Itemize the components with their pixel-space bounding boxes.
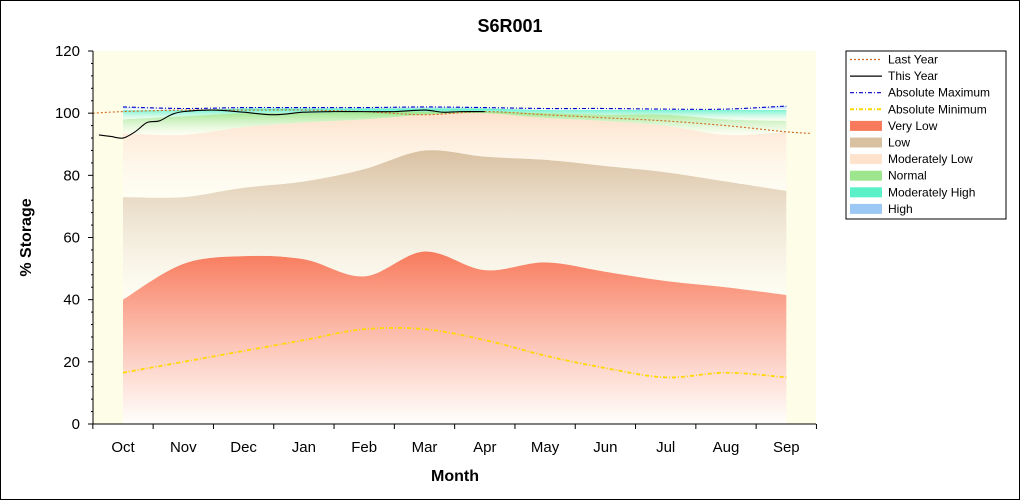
axes: 0 20 40 60 80 100 120 Oct Nov Dec Jan Feb Mar Apr May J…	[55, 43, 817, 456]
legend-swatch	[850, 170, 882, 181]
legend-item-last-year: Last Year	[850, 53, 938, 67]
legend-item-this-year: This Year	[850, 69, 938, 83]
x-tick-label: Sep	[773, 439, 800, 456]
y-tick-label: 120	[55, 43, 80, 60]
band-moderately-low	[123, 113, 787, 198]
legend-label: Absolute Maximum	[888, 86, 990, 100]
line-this-year	[98, 109, 485, 139]
band-low	[123, 150, 787, 300]
x-tick-label: Nov	[170, 439, 197, 456]
line-absolute-minimum	[122, 326, 787, 379]
x-tick-label: Jan	[292, 439, 316, 456]
legend-swatch	[850, 137, 882, 148]
y-tick-label: 80	[63, 167, 80, 184]
legend-swatch	[850, 187, 882, 198]
x-axis-title: Month	[431, 468, 479, 485]
x-tick-label: Aug	[713, 439, 740, 456]
band-very-low	[123, 251, 787, 424]
legend-item-normal: Normal	[850, 169, 927, 183]
legend-label: Low	[888, 136, 910, 150]
y-tick-label: 100	[55, 105, 80, 122]
legend-label: Moderately High	[888, 185, 975, 199]
x-tick-label: Apr	[473, 439, 496, 456]
x-tick-label: Feb	[351, 439, 377, 456]
line-last-year	[92, 109, 811, 134]
storage-bands	[123, 106, 787, 424]
legend-item-moderately-high: Moderately High	[850, 185, 975, 199]
x-tick-label: Dec	[230, 439, 257, 456]
x-tick-label: Jun	[593, 439, 617, 456]
legend-item-absolute-minimum: Absolute Minimum	[850, 102, 987, 116]
legend-item-moderately-low: Moderately Low	[850, 152, 973, 166]
legend-label: This Year	[888, 69, 938, 83]
legend-label: Moderately Low	[888, 152, 973, 166]
legend-item-high: High	[850, 202, 913, 216]
legend-swatch	[850, 203, 882, 214]
x-tick-label: Mar	[412, 439, 438, 456]
legend-swatch	[850, 120, 882, 131]
band-moderately-high	[123, 108, 787, 121]
y-tick-label: 20	[63, 354, 80, 371]
band-normal	[123, 111, 787, 136]
legend: Last Year This Year Absolute Maximum Absolu…	[845, 50, 1007, 220]
x-tick-label: Jul	[656, 439, 675, 456]
series-lines	[92, 105, 811, 379]
y-tick-label: 60	[63, 230, 80, 247]
legend-label: Normal	[888, 169, 927, 183]
chart-title: S6R001	[477, 16, 542, 36]
legend-item-absolute-maximum: Absolute Maximum	[850, 86, 990, 100]
legend-item-low: Low	[850, 136, 910, 150]
x-tick-label: Oct	[111, 439, 135, 456]
y-axis-title: % Storage	[18, 198, 35, 276]
legend-swatch	[850, 154, 882, 165]
x-tick-label: May	[531, 439, 560, 456]
legend-item-very-low: Very Low	[850, 119, 938, 133]
legend-label: High	[888, 202, 913, 216]
legend-label: Absolute Minimum	[888, 102, 987, 116]
legend-label: Last Year	[888, 53, 938, 67]
legend-label: Very Low	[888, 119, 938, 133]
y-tick-label: 40	[63, 292, 80, 309]
y-tick-label: 0	[72, 416, 80, 433]
